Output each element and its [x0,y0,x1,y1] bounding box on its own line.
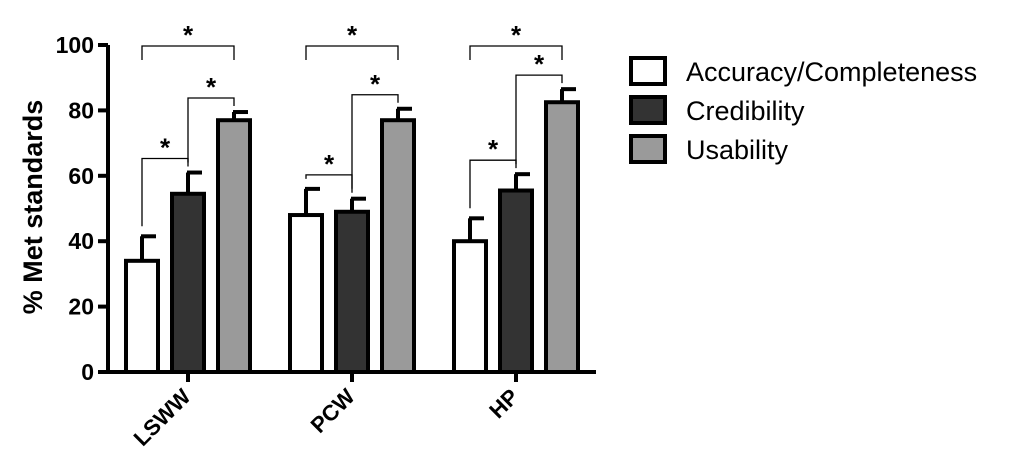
y-tick-label: 20 [68,294,94,320]
significance-brackets-group: * * * * * * * * * [141,20,563,227]
legend-label-1: Accuracy/Completeness [686,57,977,87]
x-tick-label: HP [484,384,523,423]
bar-hp-1 [452,239,488,374]
error-bars-group [140,87,576,261]
y-tick-label: 80 [68,97,94,123]
bar-hp-2 [498,188,534,374]
x-tick-label: LSWW [129,384,196,450]
significance-star: * [206,72,217,102]
significance-star: * [183,20,194,50]
legend-swatch-2 [629,95,667,125]
bar-lsww-3 [216,118,252,374]
legend-swatch-3 [629,134,667,164]
legend-label-2: Credibility [686,96,805,126]
bar-pcw-3 [380,118,416,374]
significance-star: * [488,134,499,164]
y-axis-label: % Met standards [18,100,48,315]
significance-star: * [534,49,545,79]
significance-bracket [141,45,235,60]
bar-pcw-2 [334,209,370,374]
bars-group [124,100,580,375]
y-tick-label: 100 [56,32,94,58]
y-tick-label: 40 [68,228,94,254]
y-tick-label: 0 [81,359,94,385]
bar-lsww-1 [124,258,160,375]
significance-bracket [187,97,235,163]
significance-star: * [160,133,171,163]
bar-lsww-2 [170,191,206,374]
bar-hp-3 [544,100,580,374]
y-tick-label: 60 [68,163,94,189]
significance-star: * [347,20,358,50]
significance-star: * [511,20,522,50]
significance-star: * [370,69,381,99]
significance-bracket [351,94,399,189]
legend-label-3: Usability [686,135,789,165]
bar-pcw-1 [288,213,324,374]
significance-bracket [469,45,563,60]
x-tick-label: PCW [306,384,360,438]
legend: Accuracy/Completeness Credibility Usabilit… [629,56,977,165]
significance-star: * [324,149,335,179]
significance-bracket [515,74,563,165]
legend-swatch-1 [629,56,667,86]
significance-bracket [305,45,399,60]
